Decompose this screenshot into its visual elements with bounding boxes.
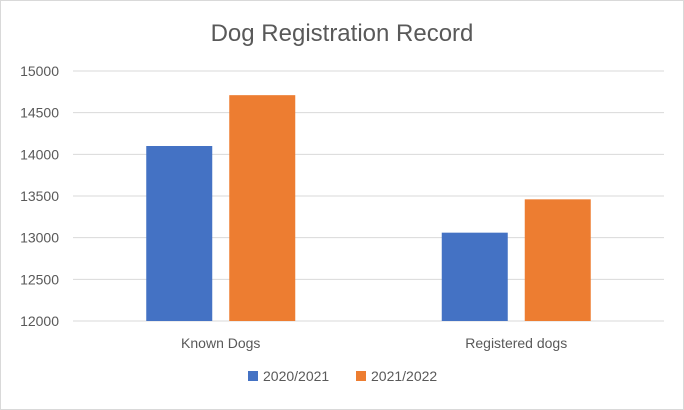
x-category-label: Registered dogs [465, 335, 567, 351]
legend-label-2: 2021/2022 [371, 368, 437, 384]
bar-1-series-1 [146, 146, 213, 321]
y-tick-label: 12500 [20, 271, 59, 287]
y-tick-label: 14000 [20, 146, 59, 162]
bar-2-series-1 [441, 232, 508, 321]
x-axis: Known Dogs Registered dogs [181, 335, 567, 351]
legend-swatch-2 [356, 371, 366, 381]
x-category-label: Known Dogs [181, 335, 260, 351]
bar-2-series-2 [524, 199, 591, 321]
y-axis: 12000 12500 13000 13500 14000 14500 15000 [20, 63, 59, 329]
chart-title: Dog Registration Record [211, 20, 474, 47]
y-tick-label: 15000 [20, 63, 59, 79]
legend-label-1: 2020/2021 [263, 368, 329, 384]
y-tick-label: 13000 [20, 230, 59, 246]
y-tick-label: 13500 [20, 188, 59, 204]
bar-1-series-2 [229, 95, 296, 322]
y-tick-label: 14500 [20, 105, 59, 121]
bars [146, 95, 591, 322]
legend-swatch-1 [248, 371, 258, 381]
y-tick-label: 12000 [20, 313, 59, 329]
legend: 2020/2021 2021/2022 [248, 368, 437, 384]
